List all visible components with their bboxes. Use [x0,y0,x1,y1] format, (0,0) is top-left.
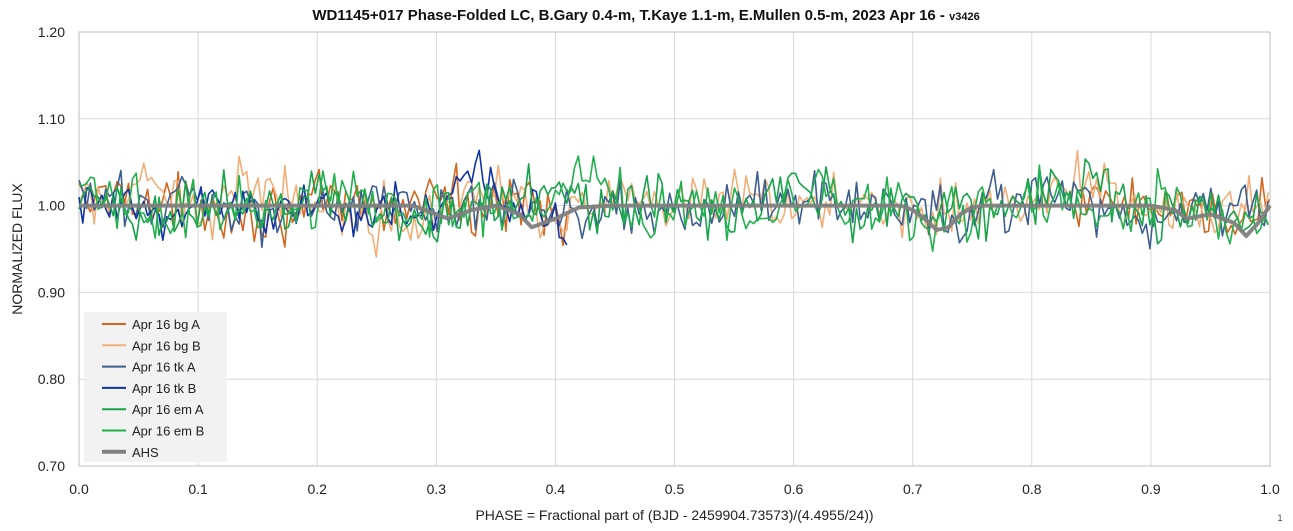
x-tick-label: 0.7 [903,481,923,497]
x-tick-labels: 0.0 0.1 0.2 0.3 0.4 0.5 0.6 0.7 0.8 0.9 1.0 [69,481,1280,497]
y-tick-label: 1.20 [38,24,65,40]
legend-entry: Apr 16 tk B [132,381,196,396]
x-tick-label: 0.8 [1022,481,1042,497]
x-tick-label: 0.9 [1141,481,1161,497]
chart-title-version: v3426 [949,11,980,23]
x-tick-label: 0.0 [69,481,89,497]
y-tick-label: 1.00 [38,198,65,214]
plot-area-frame [78,31,1271,467]
series-apr-16-em-b [78,155,1269,252]
y-tick-label: 0.90 [38,284,65,300]
x-tick-label: 0.6 [784,481,804,497]
legend: Apr 16 bg A Apr 16 bg B Apr 16 tk A Apr 16 … [84,312,227,462]
x-tick-label: 0.1 [188,481,208,497]
model-curve [79,203,1272,238]
legend-entry: Apr 16 bg A [132,317,200,332]
series-line [78,155,1269,252]
series-ahs [79,203,1272,238]
legend-entry: Apr 16 bg B [132,338,201,353]
y-tick-label: 1.10 [38,111,65,127]
x-tick-label: 1.0 [1260,481,1280,497]
x-tick-label: 0.5 [665,481,685,497]
y-axis-label: NORMALIZED FLUX [9,183,25,315]
x-tick-label: 0.2 [307,481,327,497]
legend-entry: Apr 16 tk A [132,360,196,375]
chart-title: WD1145+017 Phase-Folded LC, B.Gary 0.4-m… [312,7,979,24]
y-tick-label: 0.70 [38,458,65,474]
y-tick-label: 0.80 [38,371,65,387]
y-tick-labels: 0.70 0.80 0.90 1.00 1.10 1.20 [38,24,65,474]
legend-entry: Apr 16 em B [132,424,204,439]
series-lines [78,149,1272,258]
x-tick-label: 0.4 [546,481,566,497]
chart-title-main: WD1145+017 Phase-Folded LC, B.Gary 0.4-m… [312,7,949,24]
corner-note: 1 [1277,513,1282,523]
legend-entry: Apr 16 em A [132,402,204,417]
x-axis-label: PHASE = Fractional part of (BJD - 245990… [475,507,873,523]
x-tick-label: 0.3 [427,481,447,497]
legend-entry: AHS [132,445,159,460]
